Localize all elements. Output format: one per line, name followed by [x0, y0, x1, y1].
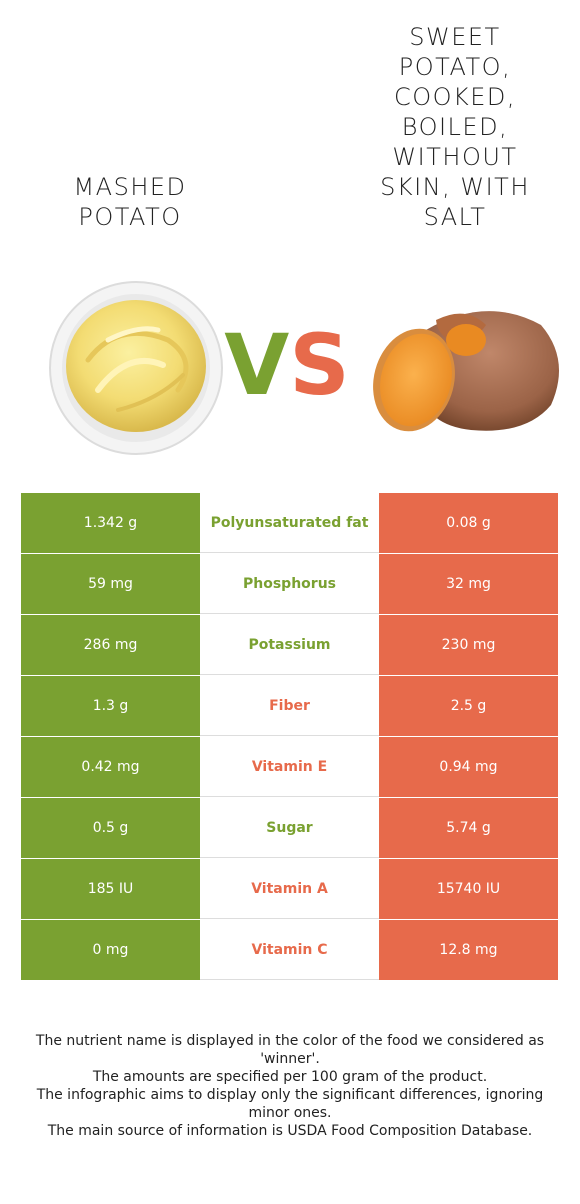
left-food-title: MASHED POTATO [73, 173, 187, 231]
nutrient-name: Vitamin A [200, 859, 379, 919]
mashed-potato-bowl-icon [49, 281, 223, 455]
nutrient-name: Potassium [200, 615, 379, 675]
right-value: 2.5 g [379, 676, 558, 736]
table-row: 59 mg Phosphorus 32 mg [21, 554, 558, 615]
right-value: 32 mg [379, 554, 558, 614]
table-row: 286 mg Potassium 230 mg [21, 615, 558, 676]
note-line: The infographic aims to display only the… [36, 1087, 544, 1121]
table-row: 0.5 g Sugar 5.74 g [21, 798, 558, 859]
note-line: The amounts are specified per 100 gram o… [92, 1069, 488, 1085]
vs-v: V [224, 316, 290, 414]
table-row: 1.3 g Fiber 2.5 g [21, 676, 558, 737]
right-value: 15740 IU [379, 859, 558, 919]
right-value: 0.94 mg [379, 737, 558, 797]
nutrient-name: Sugar [200, 798, 379, 858]
sweet-potato-icon [373, 311, 559, 432]
left-value: 59 mg [21, 554, 200, 614]
table-row: 0 mg Vitamin C 12.8 mg [21, 920, 558, 981]
table-row: 0.42 mg Vitamin E 0.94 mg [21, 737, 558, 798]
left-value: 286 mg [21, 615, 200, 675]
left-value: 0 mg [21, 920, 200, 980]
note-line: The main source of information is USDA F… [47, 1123, 533, 1139]
nutrient-name: Vitamin E [200, 737, 379, 797]
table-row: 1.342 g Polyunsaturated fat 0.08 g [21, 493, 558, 554]
footnotes: The nutrient name is displayed in the co… [20, 1032, 560, 1140]
left-value: 0.42 mg [21, 737, 200, 797]
right-food-title: SWEET POTATO, COOKED, BOILED, WITHOUT SK… [380, 23, 530, 231]
nutrient-name: Polyunsaturated fat [200, 493, 379, 553]
right-value: 12.8 mg [379, 920, 558, 980]
nutrient-comparison-table: 1.342 g Polyunsaturated fat 0.08 g 59 mg Pho… [21, 493, 558, 981]
left-value: 185 IU [21, 859, 200, 919]
right-value: 230 mg [379, 615, 558, 675]
table-row: 185 IU Vitamin A 15740 IU [21, 859, 558, 920]
right-value: 5.74 g [379, 798, 558, 858]
left-value: 0.5 g [21, 798, 200, 858]
nutrient-name: Phosphorus [200, 554, 379, 614]
right-value: 0.08 g [379, 493, 558, 553]
note-line: The nutrient name is displayed in the co… [35, 1033, 545, 1067]
left-value: 1.3 g [21, 676, 200, 736]
nutrient-name: Vitamin C [200, 920, 379, 980]
nutrient-name: Fiber [200, 676, 379, 736]
vs-s: S [289, 316, 350, 414]
left-value: 1.342 g [21, 493, 200, 553]
vs-label: VS [222, 320, 352, 410]
